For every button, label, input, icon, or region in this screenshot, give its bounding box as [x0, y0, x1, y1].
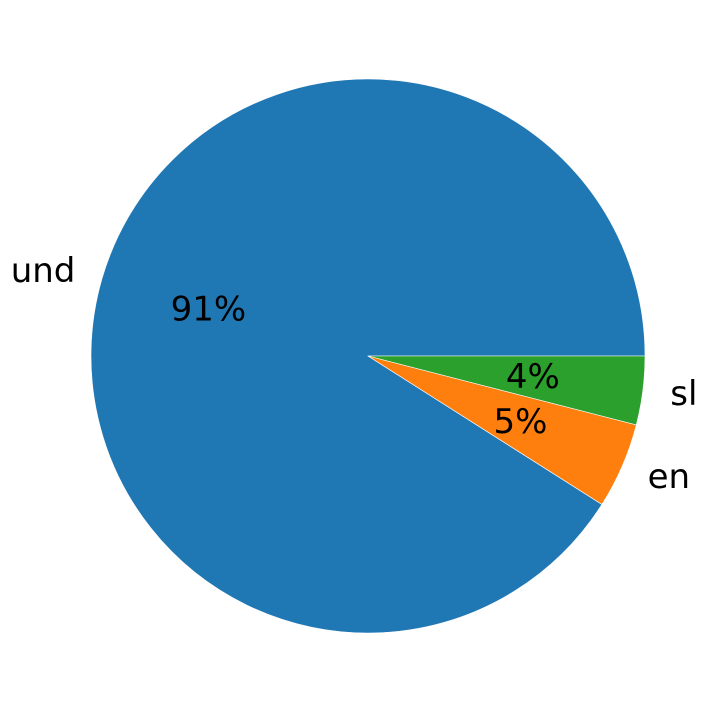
pie-labels: und 91% en 5% sl 4% — [11, 251, 698, 497]
percent-label-sl: 4% — [506, 357, 560, 397]
percent-label-en: 5% — [494, 402, 548, 442]
pie-slices — [90, 78, 646, 634]
percent-label-und: 91% — [171, 290, 247, 330]
category-label-sl: sl — [670, 374, 697, 414]
category-label-en: en — [648, 457, 690, 497]
category-label-und: und — [11, 251, 76, 291]
pie-slice-sl — [367, 355, 646, 426]
